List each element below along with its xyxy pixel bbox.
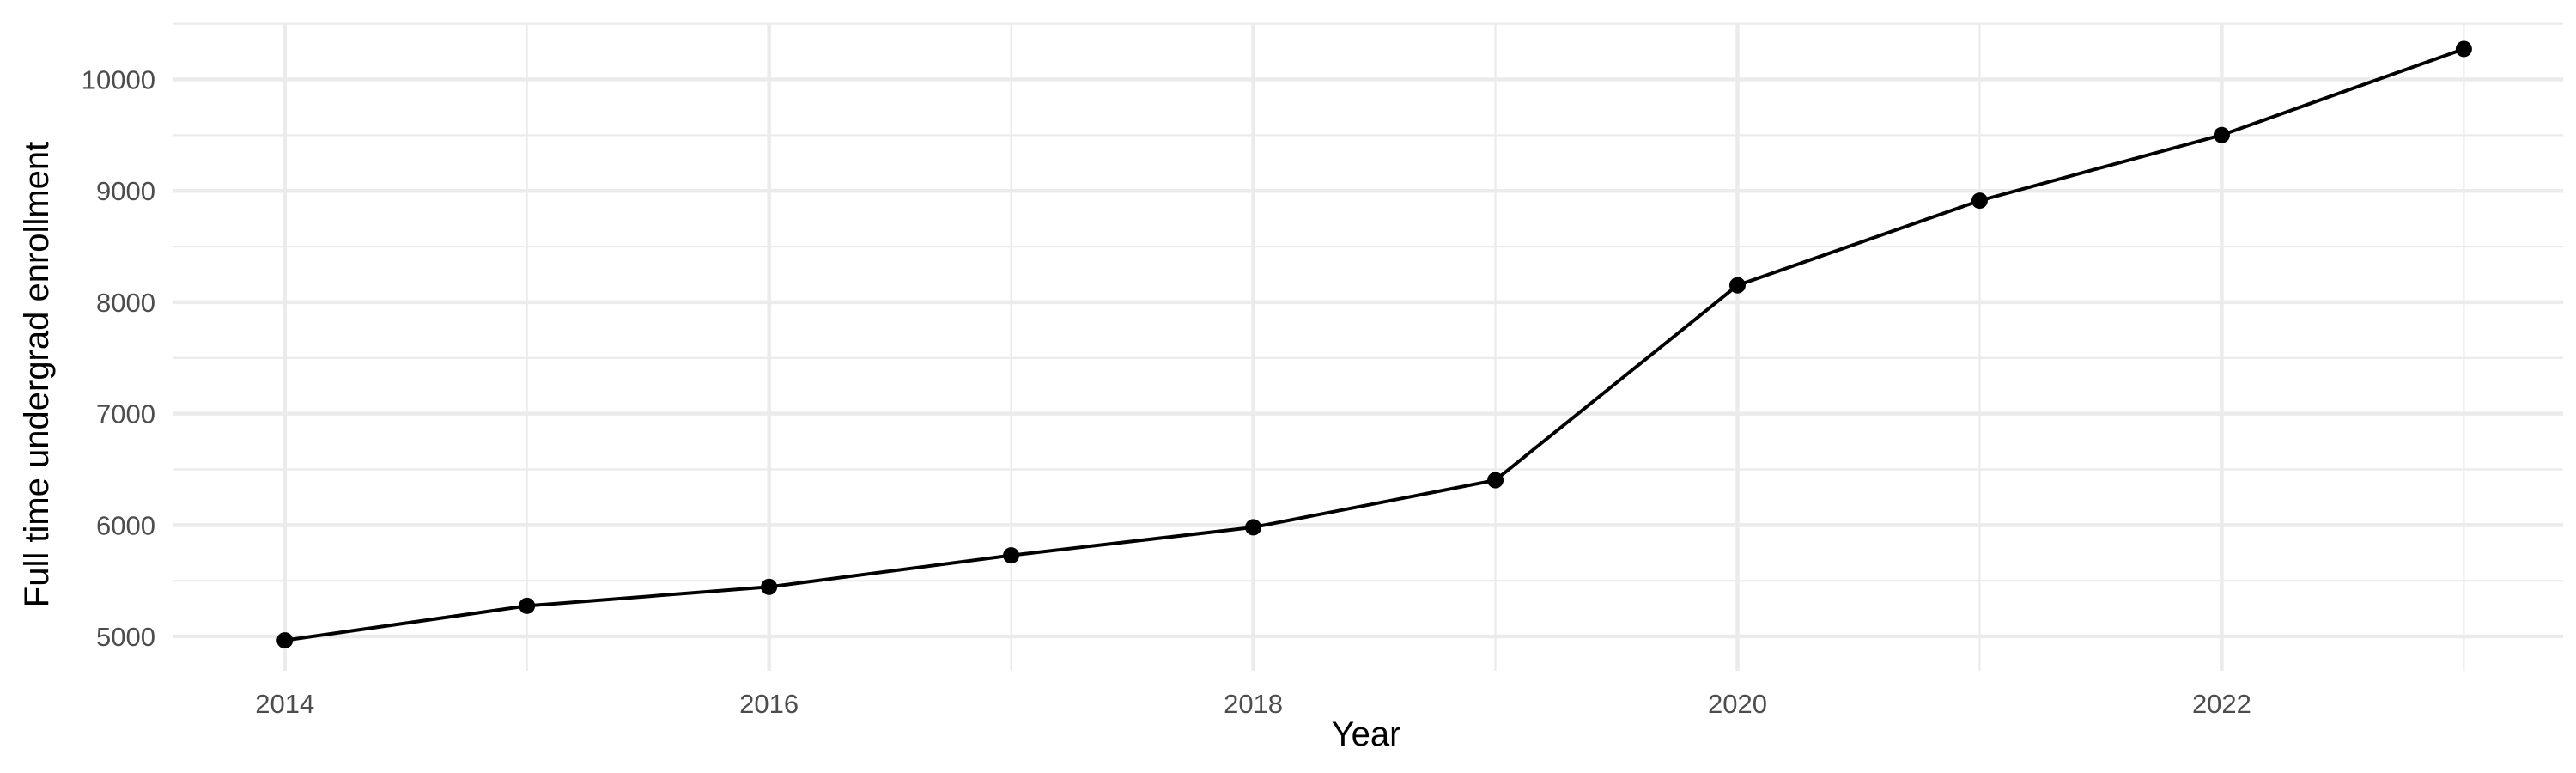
data-point <box>1728 277 1746 294</box>
x-tick-label: 2016 <box>739 689 799 719</box>
x-axis-title: Year <box>1332 715 1401 753</box>
data-point <box>1245 519 1262 536</box>
y-tick-label: 6000 <box>96 510 155 540</box>
tick-labels: 5000 6000 7000 8000 9000 10000 2014 2016 2018 202… <box>82 65 2251 719</box>
x-tick-label: 2014 <box>255 689 314 719</box>
y-tick-label: 7000 <box>96 399 155 429</box>
y-tick-label: 5000 <box>96 622 155 652</box>
x-tick-label: 2020 <box>1708 689 1767 719</box>
data-point <box>2455 40 2472 58</box>
y-axis-title: Full time undergrad enrollment <box>18 142 56 607</box>
x-tick-label: 2018 <box>1224 689 1283 719</box>
data-point <box>2213 126 2230 143</box>
grid <box>173 22 2563 671</box>
data-point <box>761 578 778 595</box>
series-line <box>284 47 2465 642</box>
data-point <box>1971 192 1988 210</box>
series-points <box>276 40 2472 649</box>
y-tick-label: 10000 <box>82 65 155 95</box>
data-point <box>1487 472 1504 489</box>
y-tick-label: 9000 <box>96 176 155 206</box>
data-point <box>519 597 536 614</box>
x-tick-label: 2022 <box>2192 689 2251 719</box>
y-tick-label: 8000 <box>96 288 155 318</box>
data-point <box>276 632 294 649</box>
data-point <box>1003 547 1020 564</box>
